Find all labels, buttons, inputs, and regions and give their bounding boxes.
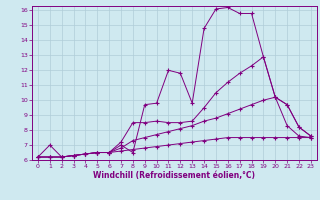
X-axis label: Windchill (Refroidissement éolien,°C): Windchill (Refroidissement éolien,°C): [93, 171, 255, 180]
